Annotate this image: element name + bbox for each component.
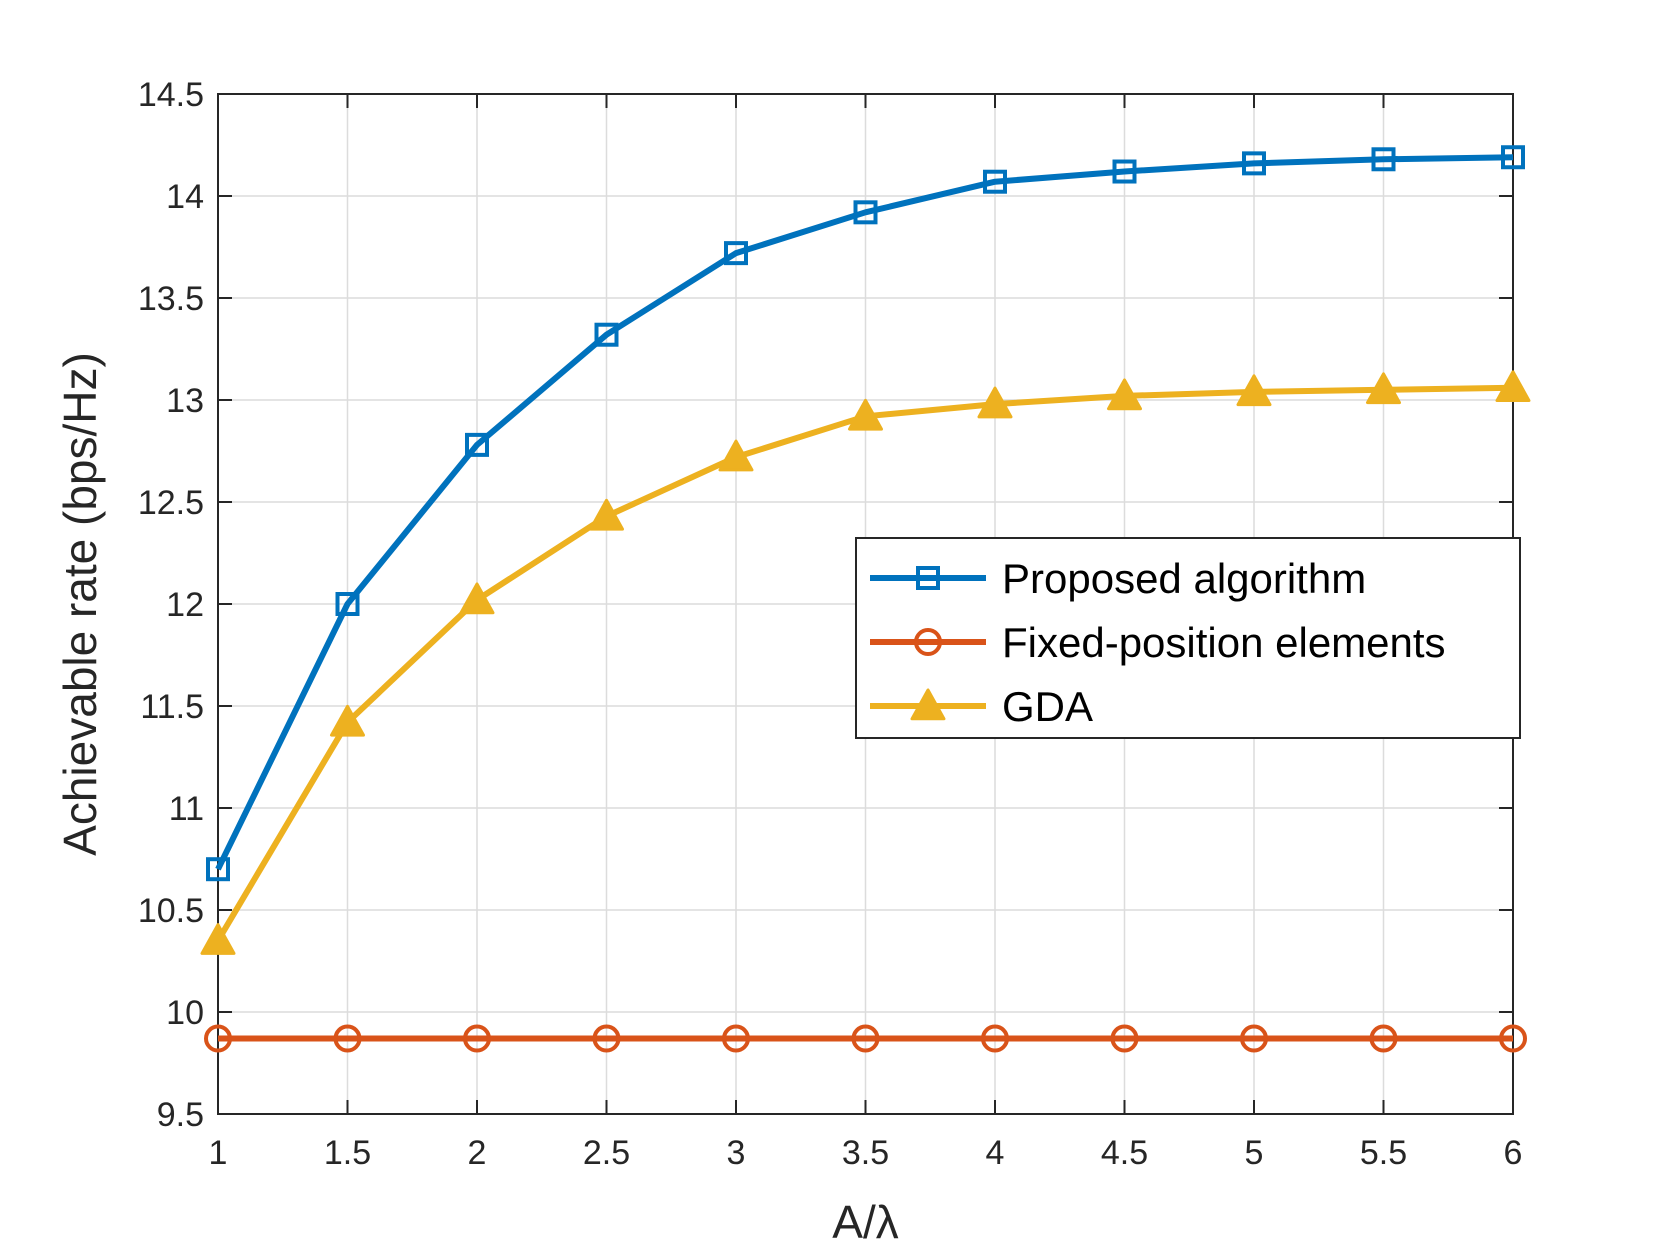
x-tick-label: 6 bbox=[1504, 1134, 1523, 1172]
data-point-circle bbox=[722, 1024, 750, 1053]
data-point-triangle bbox=[977, 386, 1013, 419]
x-tick-label: 2.5 bbox=[583, 1134, 630, 1172]
legend-label: GDA bbox=[1002, 683, 1093, 730]
data-point-triangle bbox=[589, 498, 624, 531]
x-tick-label: 1.5 bbox=[324, 1134, 371, 1172]
x-tick-label: 3 bbox=[727, 1134, 746, 1172]
data-point-circle bbox=[592, 1024, 621, 1053]
data-point-square bbox=[206, 857, 230, 882]
data-point-circle bbox=[1240, 1024, 1268, 1053]
data-point-square bbox=[465, 432, 489, 457]
data-point-circle bbox=[204, 1024, 232, 1053]
series-square bbox=[206, 145, 1525, 882]
tick-labels: 1 1.5 2 2.5 3 3.5 4 4.5 5 5.5 69.51010.51111.51212… bbox=[138, 76, 1523, 1172]
data-point-square bbox=[1501, 145, 1525, 170]
x-tick-label: 3.5 bbox=[842, 1134, 889, 1172]
x-tick-label: 1 bbox=[209, 1134, 228, 1172]
x-tick-label: 2 bbox=[468, 1134, 487, 1172]
x-tick-label: 4 bbox=[986, 1134, 1005, 1172]
y-tick-label: 14 bbox=[166, 178, 204, 216]
data-point-square bbox=[594, 322, 619, 347]
data-point-triangle bbox=[1107, 378, 1142, 411]
data-point-triangle bbox=[1366, 372, 1401, 405]
data-point-square bbox=[1242, 151, 1266, 176]
series-line bbox=[215, 154, 1514, 871]
y-tick-label: 13.5 bbox=[138, 280, 204, 318]
data-point-triangle bbox=[459, 582, 495, 615]
data-point-triangle bbox=[1236, 374, 1272, 407]
data-point-triangle bbox=[200, 923, 236, 955]
series-triangle bbox=[200, 370, 1531, 955]
x-tick-label: 5 bbox=[1245, 1134, 1264, 1172]
data-point-circle bbox=[851, 1024, 880, 1053]
legend-marker-square bbox=[916, 566, 940, 590]
data-point-triangle bbox=[1495, 370, 1531, 403]
legend-item: GDA bbox=[870, 683, 1093, 730]
series-circle bbox=[204, 1024, 1527, 1053]
data-point-circle bbox=[463, 1024, 491, 1053]
y-tick-label: 10.5 bbox=[138, 892, 204, 930]
legend-label: Fixed-position elements bbox=[1002, 619, 1446, 666]
y-tick-label: 13 bbox=[166, 382, 204, 420]
data-point-circle bbox=[333, 1024, 362, 1053]
data-point-circle bbox=[1499, 1024, 1527, 1053]
data-point-circle bbox=[981, 1024, 1009, 1053]
y-tick-label: 11 bbox=[169, 790, 204, 828]
legend-marker-circle bbox=[914, 628, 942, 656]
y-tick-label: 12.5 bbox=[138, 484, 204, 522]
y-tick-label: 10 bbox=[166, 994, 204, 1032]
legend-item: Proposed algorithm bbox=[870, 555, 1366, 602]
data-point-square bbox=[724, 241, 748, 266]
data-point-square bbox=[853, 200, 878, 225]
y-tick-label: 11.5 bbox=[140, 688, 204, 726]
data-point-square bbox=[335, 592, 360, 616]
y-tick-label: 14.5 bbox=[138, 76, 204, 114]
y-axis-label: Achievable rate (bps/Hz) bbox=[54, 352, 106, 856]
legend-label: Proposed algorithm bbox=[1002, 555, 1366, 602]
data-point-triangle bbox=[330, 704, 365, 737]
data-point-square bbox=[1371, 147, 1396, 172]
x-tick-label: 4.5 bbox=[1101, 1134, 1148, 1172]
x-tick-label: 5.5 bbox=[1360, 1134, 1407, 1172]
data-point-circle bbox=[1110, 1024, 1139, 1053]
data-point-triangle bbox=[718, 439, 754, 472]
x-axis-label: A/λ bbox=[832, 1196, 898, 1246]
y-tick-label: 9.5 bbox=[157, 1096, 204, 1134]
data-point-triangle bbox=[848, 398, 883, 431]
data-point-square bbox=[983, 169, 1007, 194]
data-point-square bbox=[1112, 159, 1137, 184]
data-point-circle bbox=[1369, 1024, 1398, 1053]
legend-marker-triangle bbox=[910, 688, 946, 721]
series-group bbox=[200, 145, 1531, 1053]
legend-item: Fixed-position elements bbox=[870, 619, 1446, 666]
y-tick-label: 12 bbox=[166, 586, 204, 624]
legend-items: Proposed algorithm Fixed-position element… bbox=[870, 555, 1446, 730]
legend: Proposed algorithm Fixed-position element… bbox=[855, 537, 1521, 739]
